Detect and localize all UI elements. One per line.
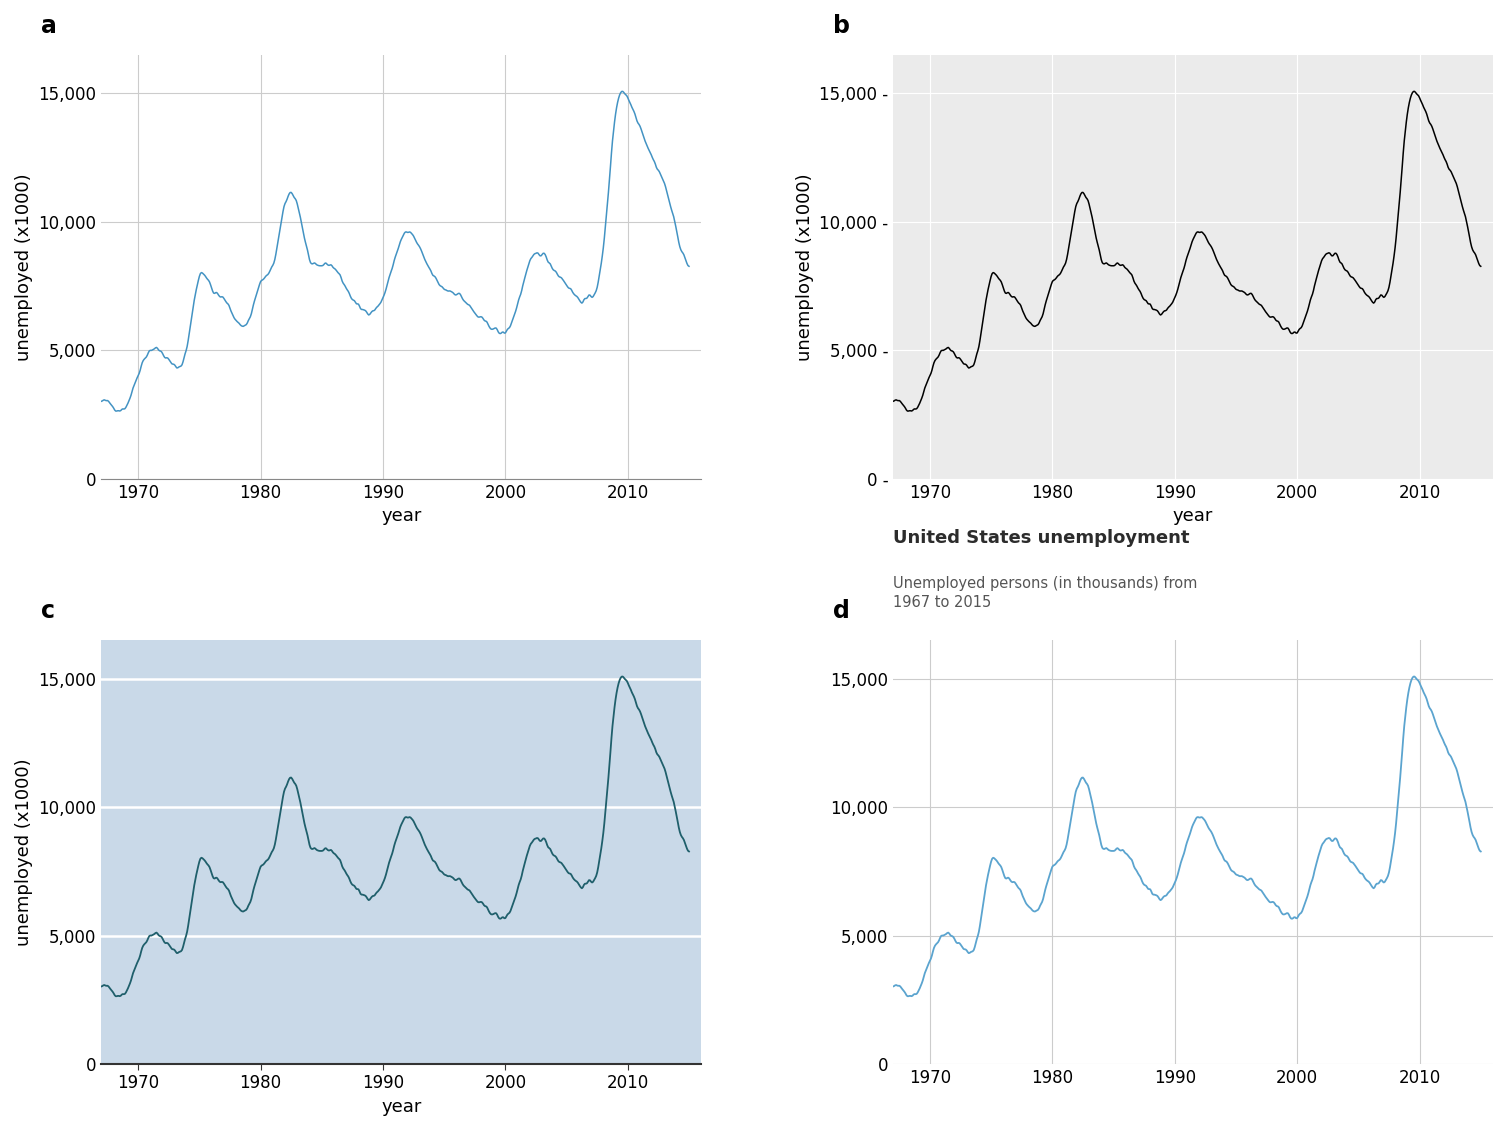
Text: d: d bbox=[834, 599, 851, 623]
X-axis label: year: year bbox=[382, 1098, 422, 1116]
Text: Unemployed persons (in thousands) from
1967 to 2015: Unemployed persons (in thousands) from 1… bbox=[893, 576, 1197, 611]
Y-axis label: unemployed (x1000): unemployed (x1000) bbox=[15, 758, 33, 946]
Text: United States unemployment: United States unemployment bbox=[893, 528, 1190, 546]
Y-axis label: unemployed (x1000): unemployed (x1000) bbox=[796, 173, 814, 361]
Text: a: a bbox=[41, 14, 57, 37]
Y-axis label: unemployed (x1000): unemployed (x1000) bbox=[15, 173, 33, 361]
X-axis label: year: year bbox=[382, 508, 422, 525]
X-axis label: year: year bbox=[1173, 508, 1214, 525]
Text: c: c bbox=[41, 599, 56, 623]
Text: b: b bbox=[834, 14, 851, 37]
